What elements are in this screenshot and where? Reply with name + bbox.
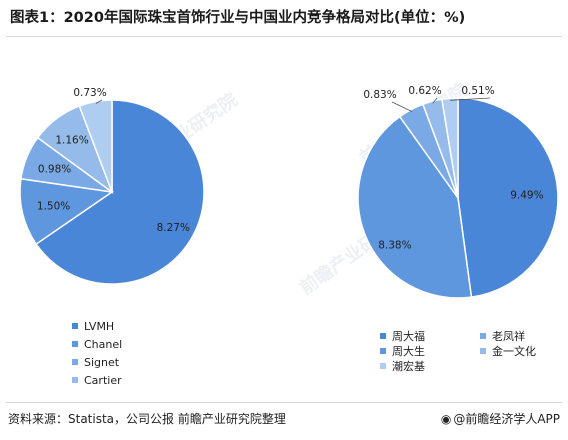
legend-label: 周大生 xyxy=(392,345,425,358)
legend-label: Chanel xyxy=(84,338,123,351)
data-label: 0.98% xyxy=(38,164,71,176)
legend-swatch xyxy=(480,333,486,339)
leader-line xyxy=(391,101,413,112)
footer-divider xyxy=(6,402,562,403)
data-label: 1.50% xyxy=(37,201,70,213)
pie-slice xyxy=(441,97,459,199)
source-note: 资料来源：Statista，公司公报 前瞻产业研究院整理 xyxy=(8,412,286,426)
legend-swatch xyxy=(380,333,386,339)
legend-swatch xyxy=(72,323,78,329)
legend-swatch xyxy=(480,348,486,354)
title-divider xyxy=(6,36,562,37)
legend-label: 金一文化 xyxy=(492,345,536,358)
pie-slice xyxy=(19,177,115,246)
data-label: 9.49% xyxy=(510,189,543,201)
data-label: 0.62% xyxy=(408,85,441,97)
legend-item: 周大生 xyxy=(380,343,425,359)
data-label: 8.27% xyxy=(157,222,190,234)
legend-item: Chanel xyxy=(72,338,122,351)
data-label: 0.83% xyxy=(363,89,396,101)
brand-text: @前瞻经济学人APP xyxy=(453,412,560,426)
brand-credit: ◉ @前瞻经济学人APP xyxy=(441,410,560,427)
legend-swatch xyxy=(72,377,78,383)
legend-item: 老凤祥 xyxy=(480,328,525,344)
legend-swatch xyxy=(72,359,78,365)
leader-line xyxy=(432,97,438,104)
legend-item: 金一文化 xyxy=(480,343,536,359)
leader-line xyxy=(95,99,103,104)
legend-item: 周大福 xyxy=(380,328,425,344)
pie-slice xyxy=(78,99,113,193)
legend-label: 老凤祥 xyxy=(492,330,525,343)
legend-swatch xyxy=(380,348,386,354)
legend-item: Signet xyxy=(72,356,119,369)
legend-swatch xyxy=(72,341,78,347)
legend-label: Cartier xyxy=(84,374,122,387)
legend-label: 周大福 xyxy=(392,330,425,343)
data-label: 0.51% xyxy=(461,85,494,97)
leader-line xyxy=(450,97,491,101)
pie-slice xyxy=(357,115,473,299)
data-label: 8.38% xyxy=(378,239,411,251)
legend-item: 潮宏基 xyxy=(380,358,425,374)
legend-label: Signet xyxy=(84,356,120,369)
chart-title: 图表1：2020年国际珠宝首饰行业与中国业内竞争格局对比(单位：%) xyxy=(10,10,466,26)
logo-icon: ◉ xyxy=(440,412,452,426)
legend-label: LVMH xyxy=(84,320,115,333)
data-label: 1.16% xyxy=(55,135,88,147)
legend-item: LVMH xyxy=(72,320,114,333)
pie-slice xyxy=(457,97,559,298)
pie-slice xyxy=(35,99,205,285)
legend-swatch xyxy=(380,363,386,369)
data-label: 0.73% xyxy=(73,87,106,99)
legend-item: Cartier xyxy=(72,374,122,387)
legend-label: 潮宏基 xyxy=(392,360,425,373)
